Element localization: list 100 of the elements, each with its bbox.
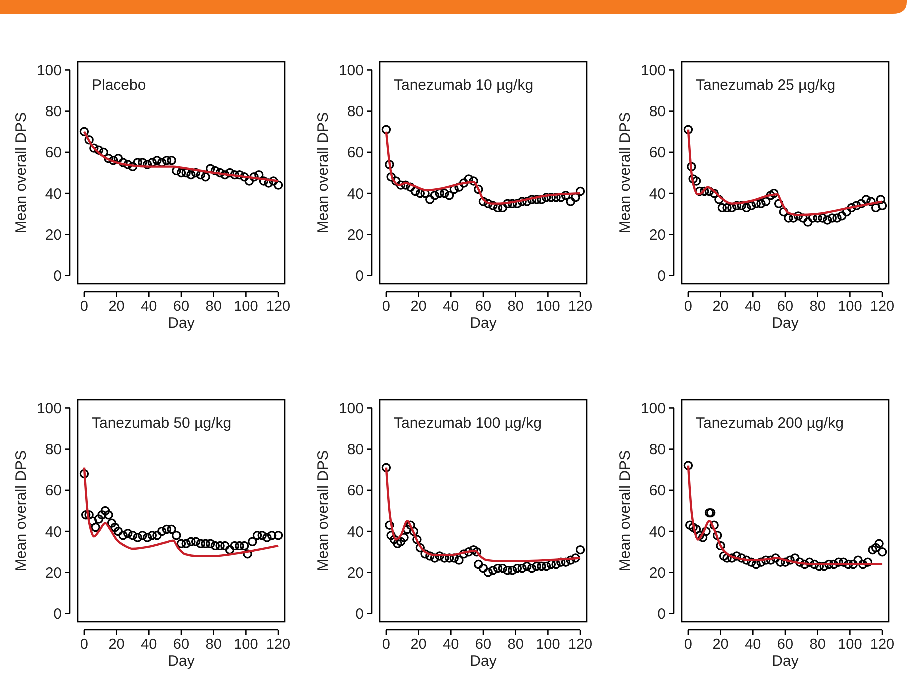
point [800,560,810,570]
x-tick-label: 80 [206,637,222,653]
x-tick-label: 20 [410,637,427,653]
point [152,156,162,166]
point [732,201,742,210]
point [718,203,728,213]
x-tick-label: 100 [536,299,560,315]
point [868,545,878,555]
point [396,537,406,546]
point [392,176,401,186]
y-tick-label: 40 [45,186,62,203]
point [728,203,737,213]
point [788,214,798,223]
point [196,170,206,180]
point [786,556,795,565]
point [201,172,210,182]
point [220,541,230,551]
x-tick-label: 60 [777,299,794,315]
point [552,193,561,202]
point [498,203,508,213]
x-tick-label: 40 [443,637,460,653]
point [794,212,804,221]
point [878,201,888,210]
point [385,160,394,170]
point [104,154,114,164]
y-tick-label: 20 [649,226,666,244]
x-tick-label: 60 [475,637,492,653]
point [201,539,210,548]
point [108,156,118,166]
point [240,172,250,182]
point [264,178,274,188]
point [784,214,794,223]
point [478,197,488,206]
point [420,550,430,559]
point [824,560,834,570]
text: Tanezumab 10 µg/kg [394,77,534,94]
point [172,166,182,176]
point [435,188,444,198]
point [464,174,474,184]
point [518,197,527,206]
x-tick-label: 120 [870,637,895,653]
point [454,182,464,192]
y-tick-label: 80 [45,104,62,121]
point [262,533,272,542]
x-tick-label: 20 [108,299,125,315]
point [118,158,128,168]
y-tick-label: 0 [658,606,666,624]
x-tick-label: 100 [234,299,258,315]
point [133,158,142,168]
point [186,537,196,546]
y-tick-label: 80 [45,442,62,459]
point [393,539,402,548]
point [844,560,854,570]
point [142,533,152,542]
y-tick-label: 20 [347,564,364,582]
point [410,186,420,196]
y-tick-label: 60 [45,144,62,162]
point [834,558,844,567]
point [839,558,848,567]
point [167,524,176,534]
point [737,201,746,210]
point [756,199,766,208]
point [710,188,719,198]
x-tick-label: 120 [266,299,291,315]
point [566,197,576,206]
y-tick-label: 40 [45,524,62,541]
point [81,510,91,520]
y-tick-label: 60 [649,144,666,162]
y-tick-label: 80 [347,442,364,459]
point [742,203,752,213]
y-tick-label: 100 [36,62,62,80]
y-axis-title: Mean overall DPS [315,112,332,234]
y-tick-label: 60 [45,482,62,500]
x-axis-title: Day [772,653,800,670]
point [210,541,220,551]
point [795,558,805,567]
x-tick-label: 0 [684,637,693,653]
point [532,562,542,572]
y-tick-label: 0 [658,268,666,286]
point [878,548,888,557]
x-axis-title: Day [168,315,196,332]
point [230,170,240,180]
point [259,176,269,186]
y-tick-label: 60 [649,482,666,500]
point [876,195,886,204]
point [684,125,694,134]
point [716,541,726,551]
point [114,526,124,536]
point [576,545,586,555]
x-tick-label: 100 [838,299,862,315]
point [94,146,104,155]
point [267,531,277,540]
point [191,537,201,546]
point [488,201,498,210]
point [472,548,482,557]
point [820,562,829,572]
point [804,218,813,227]
point [688,522,698,532]
y-tick-label: 20 [347,226,364,244]
point [532,195,542,204]
